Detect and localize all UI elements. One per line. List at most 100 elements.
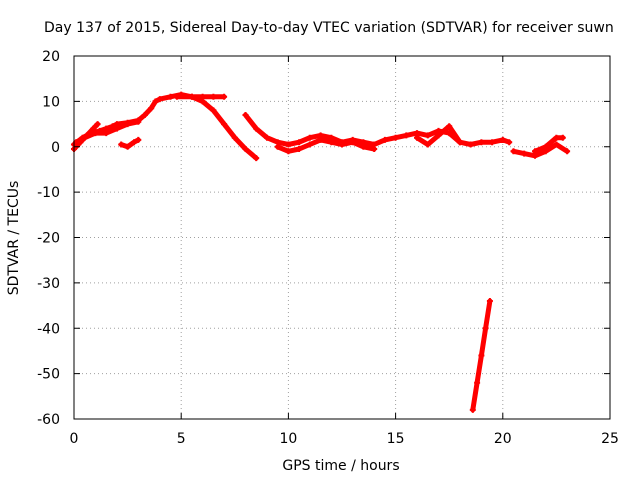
data-point bbox=[506, 139, 513, 146]
data-point bbox=[285, 141, 292, 148]
series-segment-3 bbox=[73, 118, 142, 146]
data-point bbox=[221, 121, 228, 128]
data-point bbox=[92, 130, 99, 137]
data-point bbox=[296, 146, 303, 152]
data-point bbox=[306, 134, 313, 141]
data-point bbox=[360, 143, 367, 150]
data-point bbox=[221, 93, 228, 100]
data-point bbox=[296, 139, 303, 146]
data-point bbox=[152, 98, 159, 105]
data-point bbox=[478, 352, 485, 359]
data-point bbox=[469, 406, 476, 413]
y-axis-label: SDTVAR / TECUs bbox=[6, 181, 22, 296]
data-point bbox=[253, 125, 260, 132]
y-tick-label: -20 bbox=[37, 231, 60, 247]
y-tick-label: -30 bbox=[37, 276, 60, 292]
data-point bbox=[474, 379, 481, 386]
series-line bbox=[243, 112, 512, 147]
data-point bbox=[559, 134, 566, 141]
data-point bbox=[317, 136, 324, 143]
data-point bbox=[489, 139, 496, 146]
data-point bbox=[467, 141, 474, 148]
data-point bbox=[274, 143, 281, 150]
y-tick-label: -50 bbox=[37, 367, 60, 383]
data-point bbox=[553, 141, 560, 148]
data-point bbox=[124, 121, 131, 128]
series-segment-5 bbox=[173, 93, 260, 162]
x-tick-label: 0 bbox=[70, 431, 79, 447]
y-tick-label: -10 bbox=[37, 185, 60, 201]
data-point bbox=[188, 93, 195, 100]
data-point bbox=[242, 146, 249, 152]
data-point bbox=[173, 93, 180, 100]
y-tick-label: 20 bbox=[42, 49, 60, 65]
y-tick-label: -40 bbox=[37, 321, 60, 337]
data-point bbox=[210, 93, 217, 100]
data-point bbox=[199, 98, 206, 105]
data-point bbox=[532, 148, 538, 155]
chart-title: Day 137 of 2015, Sidereal Day-to-day VTE… bbox=[44, 20, 614, 36]
series-segment-8 bbox=[414, 123, 463, 148]
data-point bbox=[564, 148, 571, 155]
x-tick-label: 20 bbox=[494, 431, 512, 447]
tick-labels: 0 5 10 15 20 25 -60 -50 -40 -30 -20 -10 0 10 20 bbox=[37, 49, 619, 447]
data-point bbox=[306, 141, 313, 148]
y-tick-label: 0 bbox=[51, 140, 60, 156]
data-point bbox=[141, 112, 148, 118]
data-point bbox=[253, 155, 260, 162]
data-point bbox=[446, 123, 453, 130]
data-point bbox=[148, 105, 155, 112]
series-segment-4 bbox=[118, 136, 142, 150]
series-segment-6 bbox=[242, 112, 513, 148]
data-point bbox=[118, 141, 125, 148]
series-line bbox=[275, 137, 377, 154]
data-point bbox=[131, 139, 137, 146]
data-point bbox=[542, 143, 549, 150]
data-point bbox=[424, 132, 431, 139]
y-tick-label: 10 bbox=[42, 94, 60, 110]
series-segment-7 bbox=[274, 136, 378, 155]
x-tick-label: 10 bbox=[279, 431, 297, 447]
x-axis-label: GPS time / hours bbox=[282, 458, 399, 474]
data-point bbox=[510, 148, 517, 155]
data-point bbox=[135, 136, 142, 143]
data-point bbox=[435, 132, 442, 139]
data-point bbox=[94, 121, 101, 128]
data-point bbox=[424, 141, 431, 148]
grid bbox=[74, 56, 610, 419]
data-point bbox=[414, 134, 420, 141]
data-point bbox=[403, 132, 410, 139]
axis-ticks bbox=[73, 55, 611, 420]
data-point bbox=[486, 298, 493, 304]
data-point bbox=[328, 139, 335, 146]
data-point bbox=[124, 143, 131, 150]
data-point bbox=[371, 146, 378, 152]
data-point bbox=[167, 93, 174, 100]
data-series bbox=[71, 91, 571, 413]
data-point bbox=[231, 134, 238, 141]
data-point bbox=[349, 139, 356, 146]
data-point bbox=[392, 134, 399, 141]
data-point bbox=[210, 107, 217, 114]
x-tick-label: 25 bbox=[601, 431, 619, 447]
data-point bbox=[482, 325, 489, 332]
data-point bbox=[456, 139, 463, 146]
series-segment-11 bbox=[469, 298, 493, 413]
data-point bbox=[103, 130, 110, 137]
x-tick-label: 15 bbox=[387, 431, 405, 447]
data-point bbox=[478, 139, 485, 146]
data-point bbox=[135, 118, 142, 125]
data-point bbox=[339, 141, 345, 148]
data-point bbox=[156, 96, 163, 103]
data-point bbox=[499, 136, 506, 143]
y-tick-label: -60 bbox=[37, 412, 60, 428]
data-point bbox=[242, 112, 249, 118]
data-point bbox=[285, 148, 292, 155]
data-point bbox=[113, 125, 120, 132]
data-point bbox=[553, 134, 560, 141]
x-tick-label: 5 bbox=[177, 431, 186, 447]
data-point bbox=[81, 134, 88, 141]
data-point bbox=[381, 136, 388, 143]
series-line bbox=[532, 135, 566, 154]
